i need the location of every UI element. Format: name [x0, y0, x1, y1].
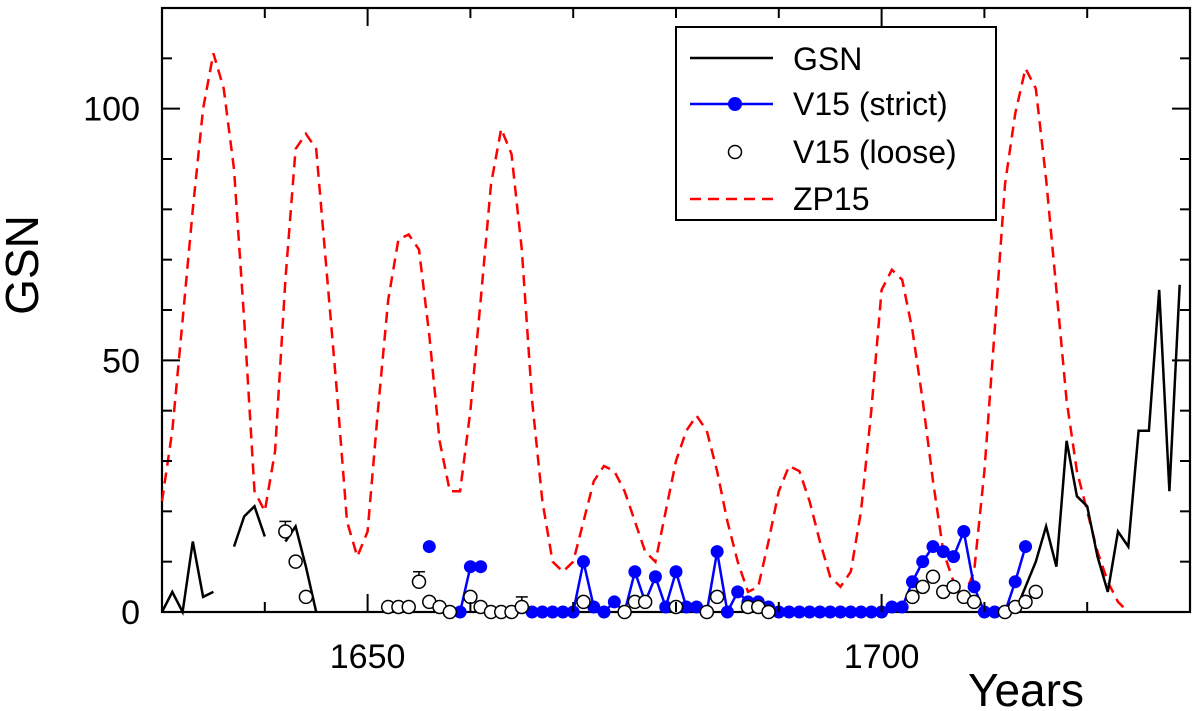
- gsn-line: [160, 541, 214, 617]
- v15-loose-point: [288, 554, 303, 569]
- v15-loose-point: [1018, 594, 1033, 610]
- v15-loose-series: [278, 520, 1044, 620]
- axes: 1650 1700 0 50 100: [83, 8, 1190, 676]
- v15-loose-point: [1028, 584, 1044, 600]
- gsn-line: [232, 504, 266, 547]
- v15-strict-point: [710, 545, 724, 559]
- v15-strict-point: [690, 600, 704, 614]
- v15-strict-point: [1008, 575, 1022, 589]
- v15-loose-point: [699, 604, 715, 620]
- x-tick-label: 1650: [330, 638, 406, 676]
- v15-strict-point: [864, 605, 878, 619]
- v15-strict-point: [844, 605, 858, 619]
- legend-v15-strict-label: V15 (strict): [793, 86, 948, 122]
- v15-loose-point: [278, 524, 293, 539]
- v15-loose-point: [905, 589, 920, 605]
- v15-strict-point: [1019, 540, 1033, 554]
- x-tick-label: 1700: [844, 638, 920, 676]
- v15-strict-point: [679, 600, 693, 614]
- legend-gsn-label: GSN: [793, 41, 862, 77]
- v15-loose-point: [925, 569, 941, 585]
- v15-loose-point: [946, 579, 961, 595]
- v15-strict-point: [422, 540, 436, 554]
- v15-strict-point: [453, 605, 467, 619]
- y-axis-title: GSN: [0, 215, 48, 315]
- v15-strict-point: [556, 605, 570, 619]
- v15-strict-point: [823, 605, 837, 619]
- v15-loose-point: [761, 604, 776, 620]
- v15-strict-point: [988, 605, 1002, 619]
- gsn-line: [1014, 284, 1181, 613]
- v15-strict-point: [546, 605, 560, 619]
- v15-loose-point: [637, 594, 653, 610]
- v15-strict-point: [854, 605, 868, 619]
- v15-strict-point: [803, 605, 817, 619]
- v15-strict-point: [792, 605, 806, 619]
- v15-strict-series: [422, 524, 1033, 619]
- y-tick-label: 50: [102, 342, 140, 380]
- x-axis-title: Years: [968, 664, 1084, 711]
- v15-strict-point: [525, 605, 539, 619]
- v15-loose-point: [401, 599, 416, 615]
- v15-strict-point: [648, 570, 662, 584]
- v15-strict-point: [885, 600, 899, 614]
- v15-strict-point: [731, 585, 745, 599]
- y-tick-label: 0: [121, 594, 140, 632]
- zp15-series: [160, 52, 1130, 613]
- v15-loose-point: [463, 589, 478, 605]
- v15-strict-point: [535, 605, 549, 619]
- legend-v15-strict-marker: [728, 97, 742, 111]
- v15-loose-point: [298, 589, 314, 605]
- y-tick-label: 100: [83, 91, 140, 129]
- v15-loose-point: [617, 604, 632, 620]
- v15-loose-point: [442, 604, 458, 620]
- v15-loose-point: [915, 579, 930, 595]
- v15-strict-point: [607, 595, 621, 609]
- v15-strict-point: [895, 600, 909, 614]
- v15-strict-point: [957, 524, 971, 538]
- legend-v15-loose-label: V15 (loose): [793, 134, 957, 170]
- v15-strict-line: [532, 527, 1027, 616]
- legend: GSN V15 (strict) V15 (loose) ZP15: [675, 26, 997, 221]
- v15-strict-point: [474, 560, 488, 574]
- v15-strict-point: [463, 560, 477, 574]
- v15-loose-point: [576, 594, 591, 610]
- v15-strict-point: [905, 575, 919, 589]
- v15-strict-point: [936, 545, 950, 559]
- v15-loose-point: [411, 574, 427, 590]
- v15-loose-point: [966, 594, 982, 610]
- v15-loose-point: [709, 589, 725, 605]
- legend-zp15-label: ZP15: [793, 181, 869, 217]
- legend-v15-loose-marker: [727, 144, 743, 160]
- v15-strict-point: [720, 605, 734, 619]
- v15-strict-point: [597, 605, 611, 619]
- v15-strict-point: [967, 580, 981, 594]
- v15-strict-point: [813, 605, 827, 619]
- v15-loose-point: [514, 599, 530, 615]
- v15-strict-point: [587, 600, 601, 614]
- v15-strict-point: [947, 550, 961, 564]
- v15-strict-point: [926, 540, 940, 554]
- v15-strict-point: [916, 555, 930, 569]
- v15-strict-point: [782, 605, 796, 619]
- v15-strict-point: [669, 565, 683, 579]
- v15-strict-point: [659, 600, 673, 614]
- zp15-line: [160, 52, 1130, 613]
- v15-strict-point: [576, 555, 590, 569]
- gsn-series: [160, 284, 1181, 617]
- v15-strict-point: [833, 605, 847, 619]
- v15-strict-point: [628, 565, 642, 579]
